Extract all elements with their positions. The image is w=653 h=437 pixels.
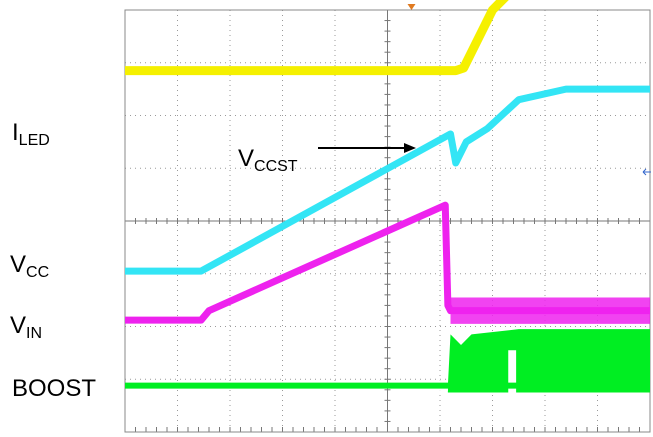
vccst-annotation: VCCST (238, 143, 651, 176)
vccst-label-main: V (238, 145, 254, 172)
trigger-marker (407, 4, 416, 10)
trace-label-subscript: CC (26, 264, 49, 281)
vccst-arrow-head (404, 143, 416, 153)
trace-label-main: V (10, 251, 26, 278)
trace-label-subscript: IN (26, 325, 42, 342)
vccst-label-subscript: CCST (254, 158, 298, 175)
trace-group (125, 0, 650, 389)
trace-label: VCC (10, 251, 49, 281)
trace-label: VIN (10, 312, 42, 342)
trace-label-subscript: LED (19, 132, 50, 149)
trace-label: BOOST (12, 375, 96, 402)
vccst-label: VCCST (238, 145, 298, 175)
trace-label-main: I (12, 119, 19, 146)
iled-trace (125, 0, 509, 76)
boost-switching-region (447, 329, 650, 393)
vcc-trace (125, 85, 650, 275)
trace-label: ILED (12, 119, 50, 149)
reference-marker (642, 168, 651, 176)
trace-label-main: BOOST (12, 375, 96, 402)
trace-label-main: V (10, 312, 26, 339)
graticule-border (124, 9, 651, 433)
vin-ripple-band (450, 297, 650, 324)
boost-gap (508, 350, 517, 393)
